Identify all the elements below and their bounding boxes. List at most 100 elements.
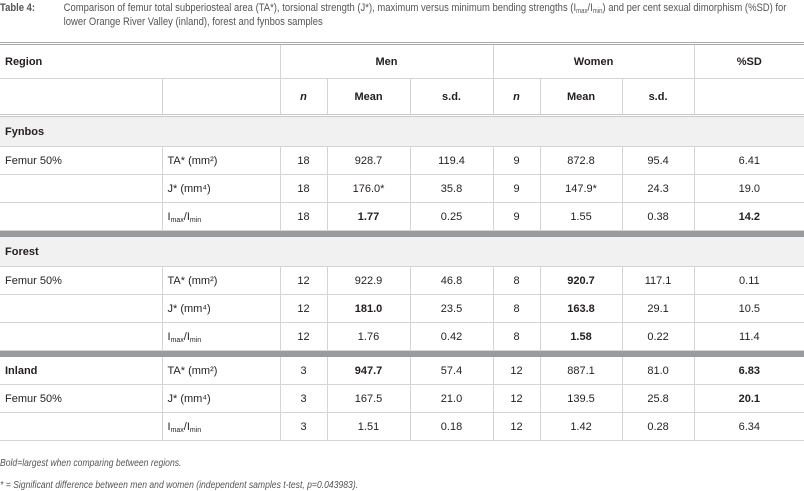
cell-women-n: 12	[492, 384, 541, 413]
cell-women-n: 8	[492, 266, 541, 295]
footnote-bold: Bold=largest when comparing between regi…	[0, 458, 182, 469]
cell-women-n: 8	[492, 322, 541, 351]
cell-sd-pct: 11.4	[693, 322, 804, 351]
cell-women-sd: 95.4	[621, 146, 695, 175]
cell-sd-pct: 0.11	[693, 266, 804, 295]
row-label: Inland	[0, 357, 162, 385]
cell-women-n: 8	[492, 294, 541, 323]
cell-men-mean: 947.7	[326, 357, 410, 385]
empty-cell	[161, 78, 280, 117]
cell-men-n: 18	[279, 202, 327, 231]
table-row: Femur 50% TA* (mm²) 18 928.7 119.4 9 872.8 95.4…	[0, 146, 804, 175]
separator-bar	[0, 230, 804, 237]
cell-women-sd: 25.8	[621, 384, 695, 413]
row-label	[0, 202, 162, 231]
cell-sd-pct: 6.83	[693, 357, 804, 385]
cell-men-mean: 176.0*	[326, 174, 410, 203]
cell-men-n: 18	[279, 174, 327, 203]
row-label	[0, 174, 162, 203]
cell-men-n: 12	[279, 294, 327, 323]
cell-sd-pct: 20.1	[693, 384, 804, 413]
cell-women-mean: 887.1	[539, 357, 623, 385]
row-measure-imax-imin: Imax/Imin	[161, 202, 280, 231]
cell-men-sd: 0.42	[409, 322, 494, 351]
row-measure: J* (mm⁴)	[161, 384, 280, 413]
row-measure-imax-imin: Imax/Imin	[161, 322, 280, 351]
group-row-forest: Forest	[0, 237, 804, 267]
header-row: Region Men Women %SD	[0, 43, 804, 79]
subheader-row: n Mean s.d. n Mean s.d.	[0, 78, 804, 117]
row-label: Femur 50%	[0, 266, 162, 295]
cell-men-mean: 1.51	[326, 412, 410, 441]
cell-men-n: 18	[279, 146, 327, 175]
cell-women-mean: 139.5	[539, 384, 623, 413]
cell-women-n: 12	[492, 357, 541, 385]
separator-bar	[0, 350, 804, 357]
cell-women-sd: 29.1	[621, 294, 695, 323]
empty-cell	[0, 78, 162, 117]
cell-women-mean: 920.7	[539, 266, 623, 295]
group-separator	[0, 230, 804, 237]
caption-label: Table 4:	[0, 2, 36, 14]
empty-cell	[693, 78, 804, 117]
table-row: Inland TA* (mm²) 3 947.7 57.4 12 887.1 81.0 6.83	[0, 357, 804, 385]
table-row: Femur 50% TA* (mm²) 12 922.9 46.8 8 920.7 117.1…	[0, 266, 804, 295]
cell-sd-pct: 10.5	[693, 294, 804, 323]
cell-women-mean: 1.42	[539, 412, 623, 441]
cell-women-sd: 0.28	[621, 412, 695, 441]
cell-men-mean: 1.77	[326, 202, 410, 231]
row-label	[0, 294, 162, 323]
cell-women-sd: 117.1	[621, 266, 695, 295]
header-men: Men	[279, 43, 494, 79]
cell-sd-pct: 6.34	[693, 412, 804, 441]
header-women: Women	[492, 43, 695, 79]
cell-women-sd: 81.0	[621, 357, 695, 385]
cell-men-mean: 922.9	[326, 266, 410, 295]
cell-women-mean: 872.8	[539, 146, 623, 175]
header-women-n: n	[492, 78, 541, 117]
header-men-mean: Mean	[326, 78, 410, 117]
cell-women-mean: 163.8	[539, 294, 623, 323]
cell-women-n: 9	[492, 202, 541, 231]
header-women-sd: s.d.	[621, 78, 695, 117]
cell-men-mean: 181.0	[326, 294, 410, 323]
cell-men-mean: 167.5	[326, 384, 410, 413]
table-row: Imax/Imin 12 1.76 0.42 8 1.58 0.22 11.4	[0, 322, 804, 351]
cell-men-mean: 928.7	[326, 146, 410, 175]
row-label	[0, 412, 162, 441]
row-label	[0, 322, 162, 351]
cell-women-sd: 24.3	[621, 174, 695, 203]
data-table: Region Men Women %SD n Mean s.d. n Mean …	[0, 42, 804, 441]
group-separator	[0, 350, 804, 357]
row-measure: TA* (mm²)	[161, 357, 280, 385]
header-men-n: n	[279, 78, 327, 117]
footnote-significance: * = Significant difference between men a…	[0, 480, 359, 491]
cell-sd-pct: 19.0	[693, 174, 804, 203]
cell-sd-pct: 6.41	[693, 146, 804, 175]
row-measure: TA* (mm²)	[161, 266, 280, 295]
cell-women-n: 9	[492, 146, 541, 175]
row-measure: J* (mm⁴)	[161, 174, 280, 203]
cell-men-n: 12	[279, 266, 327, 295]
table-row: Imax/Imin 3 1.51 0.18 12 1.42 0.28 6.34	[0, 412, 804, 441]
cell-men-n: 3	[279, 357, 327, 385]
group-name: Forest	[0, 237, 804, 267]
cell-men-mean: 1.76	[326, 322, 410, 351]
table-row: Imax/Imin 18 1.77 0.25 9 1.55 0.38 14.2	[0, 202, 804, 231]
cell-sd-pct: 14.2	[693, 202, 804, 231]
group-name: Fynbos	[0, 115, 804, 147]
cell-men-sd: 35.8	[409, 174, 494, 203]
cell-men-sd: 0.18	[409, 412, 494, 441]
table-row: Femur 50% J* (mm⁴) 3 167.5 21.0 12 139.5 25.8 20…	[0, 384, 804, 413]
cell-men-n: 3	[279, 384, 327, 413]
header-women-mean: Mean	[539, 78, 623, 117]
row-label: Femur 50%	[0, 146, 162, 175]
cell-men-n: 3	[279, 412, 327, 441]
cell-men-sd: 46.8	[409, 266, 494, 295]
header-region: Region	[0, 43, 280, 79]
cell-women-n: 9	[492, 174, 541, 203]
group-row-fynbos: Fynbos	[0, 115, 804, 147]
cell-men-n: 12	[279, 322, 327, 351]
cell-men-sd: 23.5	[409, 294, 494, 323]
caption-text: Comparison of femur total subperiosteal …	[63, 2, 787, 28]
